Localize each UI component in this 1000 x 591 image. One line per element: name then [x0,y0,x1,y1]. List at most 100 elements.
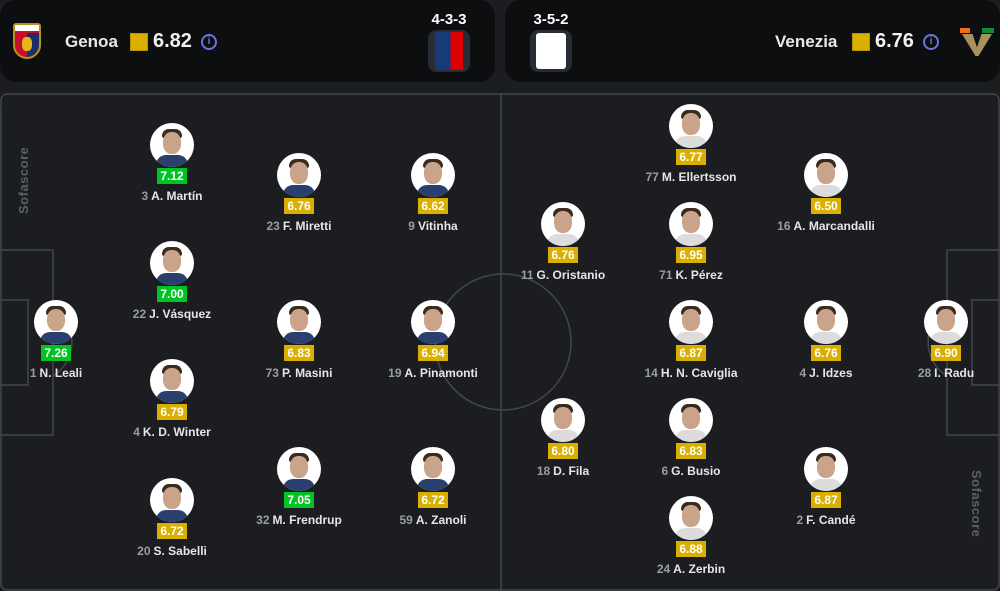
player-name: 77 M. Ellertsson [606,170,776,184]
player[interactable]: 6.83 73 P. Masini [214,300,384,380]
player[interactable]: 7.26 1 N. Leali [0,300,141,380]
player[interactable]: 7.05 32 M. Frendrup [214,447,384,527]
sofascore-watermark: Sofascore [969,470,984,538]
player-name: 22 J. Vásquez [87,307,257,321]
player-rating: 6.87 [811,492,841,508]
player-rating: 6.76 [811,345,841,361]
player-rating: 7.26 [41,345,71,361]
player-name: 16 A. Marcandalli [741,219,911,233]
player[interactable]: 6.83 6 G. Busio [606,398,776,478]
shirt-icon [536,33,566,69]
player-avatar [669,104,713,148]
player-name-text: J. Vásquez [149,307,212,321]
player-name-text: A. Marcandalli [793,219,875,233]
player-number: 77 [645,170,659,184]
player-name-text: Vitinha [417,219,458,233]
player-name: 3 A. Martín [87,189,257,203]
player-avatar [924,300,968,344]
player-number: 9 [408,219,415,233]
player-name: 6 G. Busio [606,464,776,478]
player-rating: 6.62 [418,198,448,214]
player[interactable]: 6.72 20 S. Sabelli [87,478,257,558]
player-name-text: I. Radu [934,366,975,380]
player-name: 59 A. Zanoli [348,513,518,527]
player-name: 4 J. Idzes [741,366,911,380]
player-name-text: H. N. Caviglia [660,366,738,380]
home-team-card: Genoa 6.82 i 4-3-3 [0,0,495,82]
player-name: 1 N. Leali [0,366,141,380]
player[interactable]: 6.72 59 A. Zanoli [348,447,518,527]
player[interactable]: 6.50 16 A. Marcandalli [741,153,911,233]
player-name: 19 A. Pinamonti [348,366,518,380]
player-number: 16 [777,219,791,233]
player-avatar [669,202,713,246]
player-name: 20 S. Sabelli [87,544,257,558]
player-avatar [669,398,713,442]
player[interactable]: 6.79 4 K. D. Winter [87,359,257,439]
player-name-text: F. Miretti [282,219,332,233]
player-name: 32 M. Frendrup [214,513,384,527]
player-avatar [34,300,78,344]
player-number: 71 [659,268,673,282]
player-avatar [150,123,194,167]
player-rating: 6.94 [418,345,448,361]
player-number: 4 [799,366,807,380]
player[interactable]: 6.94 19 A. Pinamonti [348,300,518,380]
player[interactable]: 7.12 3 A. Martín [87,123,257,203]
player[interactable]: 6.76 11 G. Oristanio [478,202,648,282]
player-number: 23 [266,219,280,233]
player-name-text: F. Candé [806,513,856,527]
player-rating: 6.50 [811,198,841,214]
home-formation: 4-3-3 [431,11,467,28]
player-avatar [277,300,321,344]
player-avatar [804,447,848,491]
home-team-rating: 6.82 [153,30,192,52]
player-rating: 6.76 [284,198,314,214]
player-number: 2 [796,513,804,527]
player[interactable]: 6.87 14 H. N. Caviglia [606,300,776,380]
player[interactable]: 7.00 22 J. Vásquez [87,241,257,321]
player-name: 28 I. Radu [861,366,1000,380]
player-name-text: K. D. Winter [142,425,211,439]
player-name-text: D. Fila [553,464,590,478]
player[interactable]: 6.76 23 F. Miretti [214,153,384,233]
player[interactable]: 6.87 2 F. Candé [741,447,911,527]
player-rating: 7.05 [284,492,314,508]
player-name-text: G. Oristanio [536,268,606,282]
player-name-text: N. Leali [39,366,83,380]
player-name: 4 K. D. Winter [87,425,257,439]
player-name: 9 Vitinha [348,219,518,233]
player[interactable]: 6.80 18 D. Fila [478,398,648,478]
player-number: 11 [520,268,534,282]
player-name-text: A. Martín [151,189,203,203]
player-number: 28 [917,366,932,380]
away-team-card: 3-5-2 Venezia 6.76 i [505,0,1000,82]
player[interactable]: 6.95 71 K. Pérez [606,202,776,282]
player[interactable]: 6.76 4 J. Idzes [741,300,911,380]
pitch [0,93,1000,591]
info-icon[interactable]: i [923,34,939,50]
genoa-crest-icon [13,23,41,59]
player-name-text: A. Pinamonti [404,366,478,380]
home-kit [428,30,470,72]
player[interactable]: 6.90 28 I. Radu [861,300,1000,380]
info-icon[interactable]: i [201,34,217,50]
player-name-text: A. Zanoli [415,513,467,527]
player-number: 32 [256,513,270,527]
player-rating: 7.12 [157,168,187,184]
player-number: 59 [399,513,413,527]
player-rating: 6.80 [548,443,578,459]
player[interactable]: 6.88 24 A. Zerbin [606,496,776,576]
player-avatar [150,241,194,285]
player-rating: 6.79 [157,404,187,420]
player[interactable]: 6.62 9 Vitinha [348,153,518,233]
player-avatar [411,153,455,197]
player-number: 3 [141,189,149,203]
venezia-crest-icon [960,28,994,56]
player-avatar [411,300,455,344]
player-number: 4 [133,425,140,439]
player-name-text: M. Frendrup [272,513,342,527]
player[interactable]: 6.77 77 M. Ellertsson [606,104,776,184]
away-team-rating: 6.76 [875,30,914,52]
player-number: 1 [29,366,37,380]
